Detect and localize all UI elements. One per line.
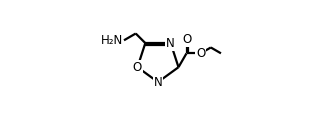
- Text: O: O: [196, 47, 205, 60]
- Text: N: N: [166, 37, 175, 50]
- Text: O: O: [133, 61, 142, 74]
- Text: H₂N: H₂N: [101, 34, 123, 47]
- Text: O: O: [182, 33, 191, 46]
- Text: N: N: [154, 76, 162, 89]
